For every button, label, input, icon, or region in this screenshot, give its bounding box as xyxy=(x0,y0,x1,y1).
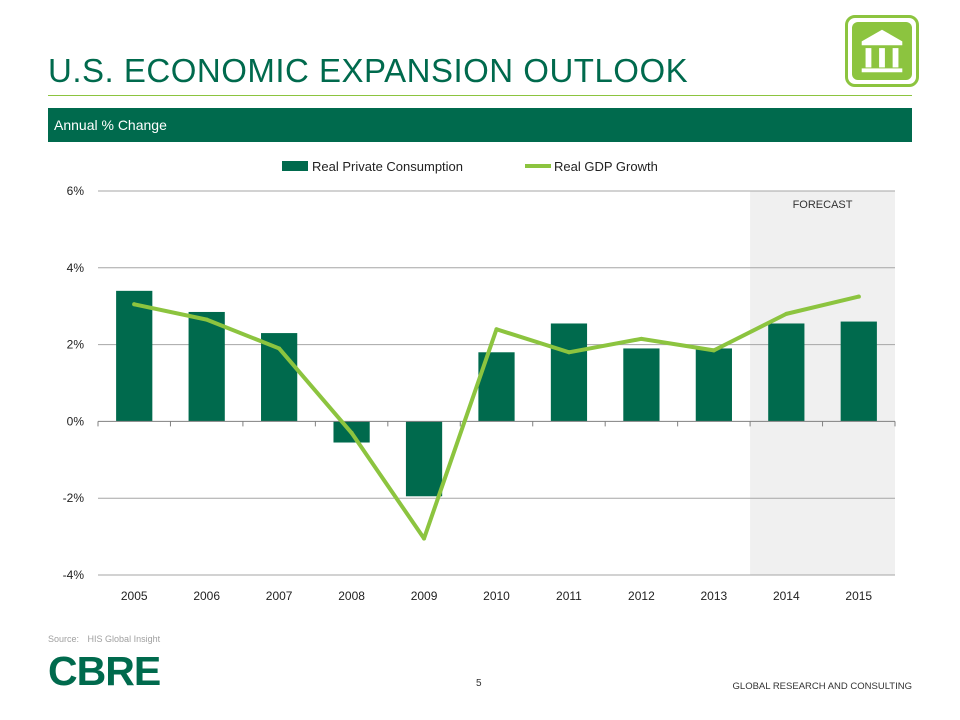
cbre-logo: CBRE xyxy=(48,648,161,694)
title-divider xyxy=(48,95,912,96)
page-number: 5 xyxy=(476,678,482,689)
gdp-point xyxy=(494,327,499,332)
gdp-point xyxy=(349,430,354,435)
gdp-point xyxy=(784,311,789,316)
bar xyxy=(116,290,153,422)
x-tick-label: 2014 xyxy=(773,589,800,603)
gdp-point xyxy=(277,346,282,351)
forecast-label: FORECAST xyxy=(793,199,853,211)
bar xyxy=(840,321,877,422)
x-tick-label: 2012 xyxy=(628,589,655,603)
source-label: Source: xyxy=(48,634,80,644)
banner-label: Annual % Change xyxy=(54,117,167,133)
bar xyxy=(768,323,805,422)
gdp-point xyxy=(566,350,571,355)
x-tick-label: 2005 xyxy=(121,589,148,603)
footer-text: GLOBAL RESEARCH AND CONSULTING xyxy=(732,681,912,692)
x-tick-label: 2010 xyxy=(483,589,510,603)
gdp-point xyxy=(204,317,209,322)
gdp-point xyxy=(639,336,644,341)
page-title: U.S. ECONOMIC EXPANSION OUTLOOK xyxy=(48,52,689,89)
legend-swatch-consumption xyxy=(282,161,308,171)
combo-chart: FORECAST 6% 4% 2% 0% -2% -4% 2005 2006 2007 2008 20… xyxy=(63,159,896,603)
y-tick-label: -2% xyxy=(63,491,85,505)
x-tick-label: 2006 xyxy=(193,589,220,603)
x-tick-label: 2008 xyxy=(338,589,365,603)
bar xyxy=(623,348,660,422)
y-tick-label: 2% xyxy=(67,338,85,352)
building-columns-icon xyxy=(845,15,919,87)
bar xyxy=(405,421,443,497)
bar xyxy=(188,311,225,422)
y-tick-label: 0% xyxy=(67,414,85,428)
x-tick-label: 2009 xyxy=(411,589,438,603)
y-tick-label: 6% xyxy=(67,184,85,198)
y-tick-label: 4% xyxy=(67,261,85,275)
source-note: Source: HIS Global Insight xyxy=(48,634,160,644)
x-tick-label: 2007 xyxy=(266,589,293,603)
x-tick-label: 2015 xyxy=(845,589,872,603)
y-tick-label: -4% xyxy=(63,568,85,582)
legend-label-gdp: Real GDP Growth xyxy=(554,159,658,174)
x-tick-label: 2013 xyxy=(701,589,728,603)
bar xyxy=(550,323,588,422)
gdp-point xyxy=(711,348,716,353)
gdp-point xyxy=(856,294,861,299)
bar xyxy=(695,348,732,422)
gdp-point xyxy=(422,536,427,541)
legend-label-consumption: Real Private Consumption xyxy=(312,159,463,174)
gdp-point xyxy=(132,302,137,307)
x-tick-label: 2011 xyxy=(556,589,582,603)
chart-banner: Annual % Change xyxy=(48,108,912,142)
source-value: HIS Global Insight xyxy=(87,634,161,644)
